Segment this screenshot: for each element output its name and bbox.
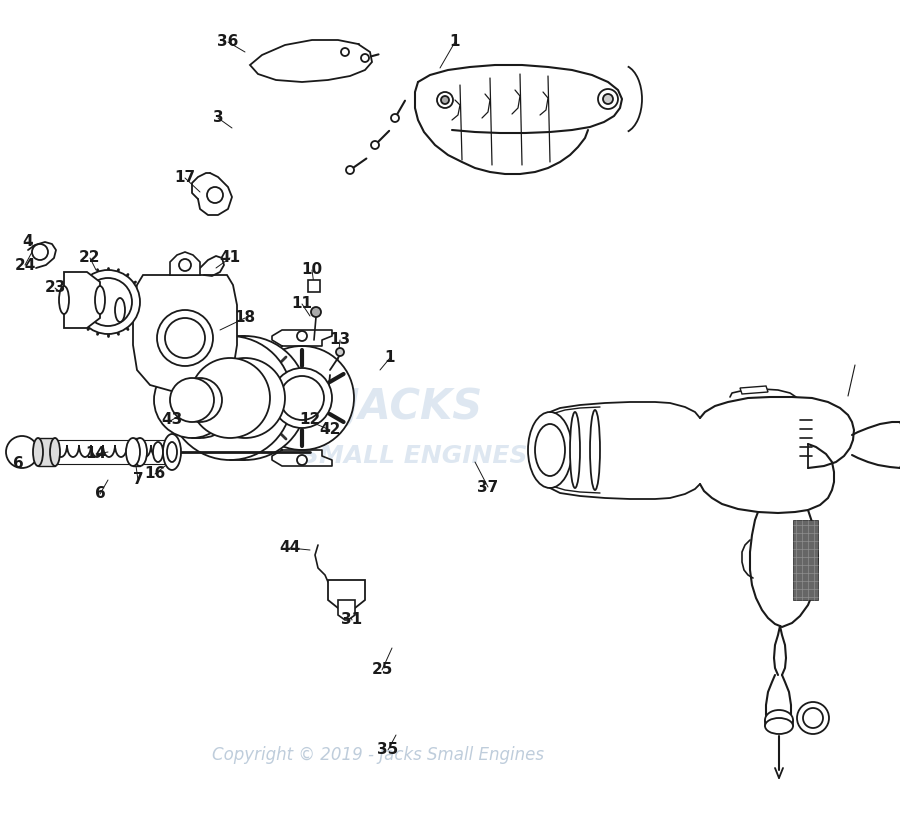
Text: 43: 43 <box>161 413 183 427</box>
Ellipse shape <box>272 368 332 428</box>
Text: 10: 10 <box>302 262 322 278</box>
Circle shape <box>603 94 613 104</box>
Text: 1: 1 <box>385 351 395 365</box>
Ellipse shape <box>162 362 238 438</box>
Text: SMALL ENGINES: SMALL ENGINES <box>301 444 527 468</box>
Circle shape <box>32 244 48 260</box>
Text: 7: 7 <box>132 472 143 488</box>
Text: 12: 12 <box>300 413 320 427</box>
Text: 6: 6 <box>13 457 23 471</box>
Polygon shape <box>38 438 55 466</box>
Circle shape <box>84 278 132 326</box>
Ellipse shape <box>205 358 285 438</box>
Circle shape <box>437 92 453 108</box>
Text: JACKS: JACKS <box>345 386 483 428</box>
Circle shape <box>346 166 354 174</box>
Text: 36: 36 <box>217 34 239 50</box>
Circle shape <box>598 89 618 109</box>
Ellipse shape <box>163 434 181 470</box>
Text: 31: 31 <box>341 612 363 628</box>
Circle shape <box>441 96 449 104</box>
Polygon shape <box>740 386 768 394</box>
Circle shape <box>297 455 307 465</box>
Polygon shape <box>338 600 355 620</box>
Text: 17: 17 <box>175 170 195 186</box>
Text: 4: 4 <box>22 234 33 250</box>
Circle shape <box>76 270 140 334</box>
Ellipse shape <box>765 718 793 734</box>
Ellipse shape <box>59 286 69 314</box>
Text: 3: 3 <box>212 111 223 125</box>
Text: 35: 35 <box>377 742 399 758</box>
Text: 6: 6 <box>94 487 105 501</box>
Circle shape <box>311 307 321 317</box>
Text: 37: 37 <box>477 479 499 494</box>
Ellipse shape <box>528 412 572 488</box>
Ellipse shape <box>183 336 307 460</box>
Circle shape <box>803 708 823 728</box>
Text: 18: 18 <box>234 310 256 326</box>
Circle shape <box>371 141 379 149</box>
Text: 22: 22 <box>79 251 101 265</box>
Text: 11: 11 <box>292 296 312 312</box>
Ellipse shape <box>570 412 580 488</box>
Ellipse shape <box>153 442 163 462</box>
Ellipse shape <box>190 358 270 438</box>
Polygon shape <box>793 520 818 600</box>
Ellipse shape <box>590 410 600 490</box>
Ellipse shape <box>167 442 177 462</box>
Text: Copyright © 2019 - Jacks Small Engines: Copyright © 2019 - Jacks Small Engines <box>212 746 544 764</box>
Ellipse shape <box>33 438 43 466</box>
Circle shape <box>361 54 369 62</box>
Polygon shape <box>55 440 175 464</box>
Polygon shape <box>250 40 372 82</box>
Circle shape <box>157 310 213 366</box>
Circle shape <box>297 331 307 341</box>
Polygon shape <box>328 580 365 608</box>
Ellipse shape <box>250 346 354 450</box>
Text: 44: 44 <box>279 540 301 555</box>
Ellipse shape <box>170 378 214 422</box>
Ellipse shape <box>178 378 222 422</box>
Text: 41: 41 <box>220 251 240 265</box>
Ellipse shape <box>133 438 147 466</box>
Ellipse shape <box>115 298 125 322</box>
Ellipse shape <box>280 376 324 420</box>
Text: 1: 1 <box>450 34 460 50</box>
Text: 14: 14 <box>86 447 106 462</box>
Ellipse shape <box>765 710 793 730</box>
Circle shape <box>341 48 349 56</box>
Text: 23: 23 <box>44 281 66 295</box>
Ellipse shape <box>126 438 140 466</box>
Text: 13: 13 <box>329 332 351 348</box>
Text: 24: 24 <box>14 257 36 273</box>
Polygon shape <box>64 272 100 328</box>
Polygon shape <box>170 252 200 275</box>
Circle shape <box>165 318 205 358</box>
Ellipse shape <box>50 438 60 466</box>
Polygon shape <box>133 275 237 392</box>
Circle shape <box>179 259 191 271</box>
Circle shape <box>391 114 399 122</box>
Text: 25: 25 <box>372 663 392 677</box>
Ellipse shape <box>154 362 230 438</box>
Ellipse shape <box>95 286 105 314</box>
Text: 16: 16 <box>144 466 166 482</box>
Text: 42: 42 <box>320 422 341 437</box>
Circle shape <box>336 348 344 356</box>
Polygon shape <box>308 280 320 292</box>
Ellipse shape <box>168 336 292 460</box>
Circle shape <box>207 187 223 203</box>
Circle shape <box>6 436 38 468</box>
Ellipse shape <box>535 424 565 476</box>
Circle shape <box>797 702 829 734</box>
